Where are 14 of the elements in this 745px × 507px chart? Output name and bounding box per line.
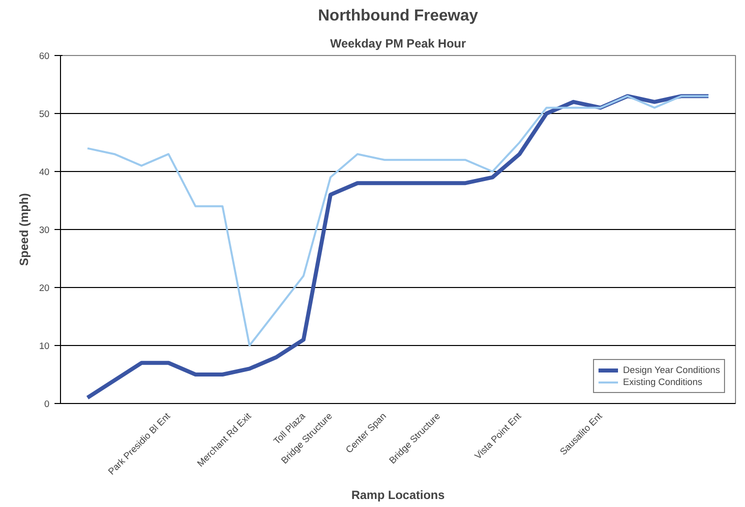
y-tick-label: 10 [39, 341, 50, 351]
legend-label: Design Year Conditions [623, 364, 720, 376]
y-tick-label: 0 [44, 399, 50, 409]
legend-label: Existing Conditions [623, 376, 702, 388]
y-tick-label: 20 [39, 283, 50, 293]
chart-subtitle: Weekday PM Peak Hour [330, 36, 466, 50]
line-series [86, 95, 710, 346]
y-tick-label: 60 [39, 51, 50, 61]
y-tick-label: 40 [39, 167, 50, 177]
x-axis-title: Ramp Locations [351, 488, 445, 502]
y-axis-title: Speed (mph) [17, 193, 32, 266]
chart-title: Northbound Freeway [318, 8, 478, 24]
y-tick-label: 50 [39, 109, 50, 119]
y-tick-label: 30 [39, 225, 50, 235]
